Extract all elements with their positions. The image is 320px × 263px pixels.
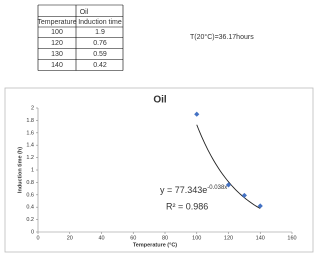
y-tick-label: 1.4 <box>26 143 34 149</box>
chart-title: Oil <box>153 95 167 106</box>
marker <box>257 203 263 209</box>
note: T(20°C)=36.17hours <box>190 33 254 41</box>
x-tick-label: 100 <box>192 235 201 241</box>
x-tick-label: 120 <box>224 235 233 241</box>
x-axis-label: Temperature (°C) <box>133 242 177 248</box>
equation: y = 77.343e <box>160 185 207 195</box>
chart-frame <box>4 87 314 253</box>
trendline <box>196 124 261 209</box>
x-tick-label: 160 <box>287 235 296 241</box>
trend-equation: y = 77.343e-0.038x <box>160 185 227 196</box>
y-tick-label: 0.6 <box>26 192 34 198</box>
page: T(20°C)=36.17hours Oil Temperature (°C) … <box>4 4 314 253</box>
equation-exponent: -0.038x <box>207 185 227 191</box>
y-tick-label: 0.2 <box>26 217 34 223</box>
x-tick-label: 0 <box>36 235 39 241</box>
table-cell: 100 <box>51 29 63 36</box>
table-cell: 140 <box>51 62 63 69</box>
y-axis-label: Induction time (h) <box>17 147 23 193</box>
y-tick-label: 1.2 <box>26 155 34 161</box>
y-tick-label: 0 <box>31 229 34 235</box>
table-cell: 120 <box>51 40 63 47</box>
y-tick-label: 1 <box>31 167 34 173</box>
table-cell: 0.59 <box>93 51 107 58</box>
marker <box>241 192 247 199</box>
x-tick-label: 20 <box>67 235 73 241</box>
table-cell: 130 <box>51 51 63 58</box>
marker <box>225 182 232 188</box>
table-header: Temperature <box>37 19 76 26</box>
x-tick-label: 60 <box>130 235 136 241</box>
y-tick-label: 0.8 <box>26 180 34 186</box>
table-cell: 1.9 <box>95 29 105 36</box>
y-tick-label: 1.6 <box>26 130 34 136</box>
r-squared: R² = 0.986 <box>166 201 208 211</box>
y-tick-label: 0.4 <box>26 205 34 211</box>
y-tick-label: 1.8 <box>26 118 34 124</box>
x-tick-label: 80 <box>162 235 168 241</box>
table-title: Oil <box>80 9 89 16</box>
marker <box>194 111 200 117</box>
y-tick-label: 2 <box>31 105 34 111</box>
table-header: Induction time <box>78 19 122 26</box>
table-cell: 0.76 <box>93 40 107 47</box>
table-cell: 0.42 <box>93 62 107 69</box>
x-tick-label: 40 <box>98 235 104 241</box>
x-tick-label: 140 <box>256 235 265 241</box>
